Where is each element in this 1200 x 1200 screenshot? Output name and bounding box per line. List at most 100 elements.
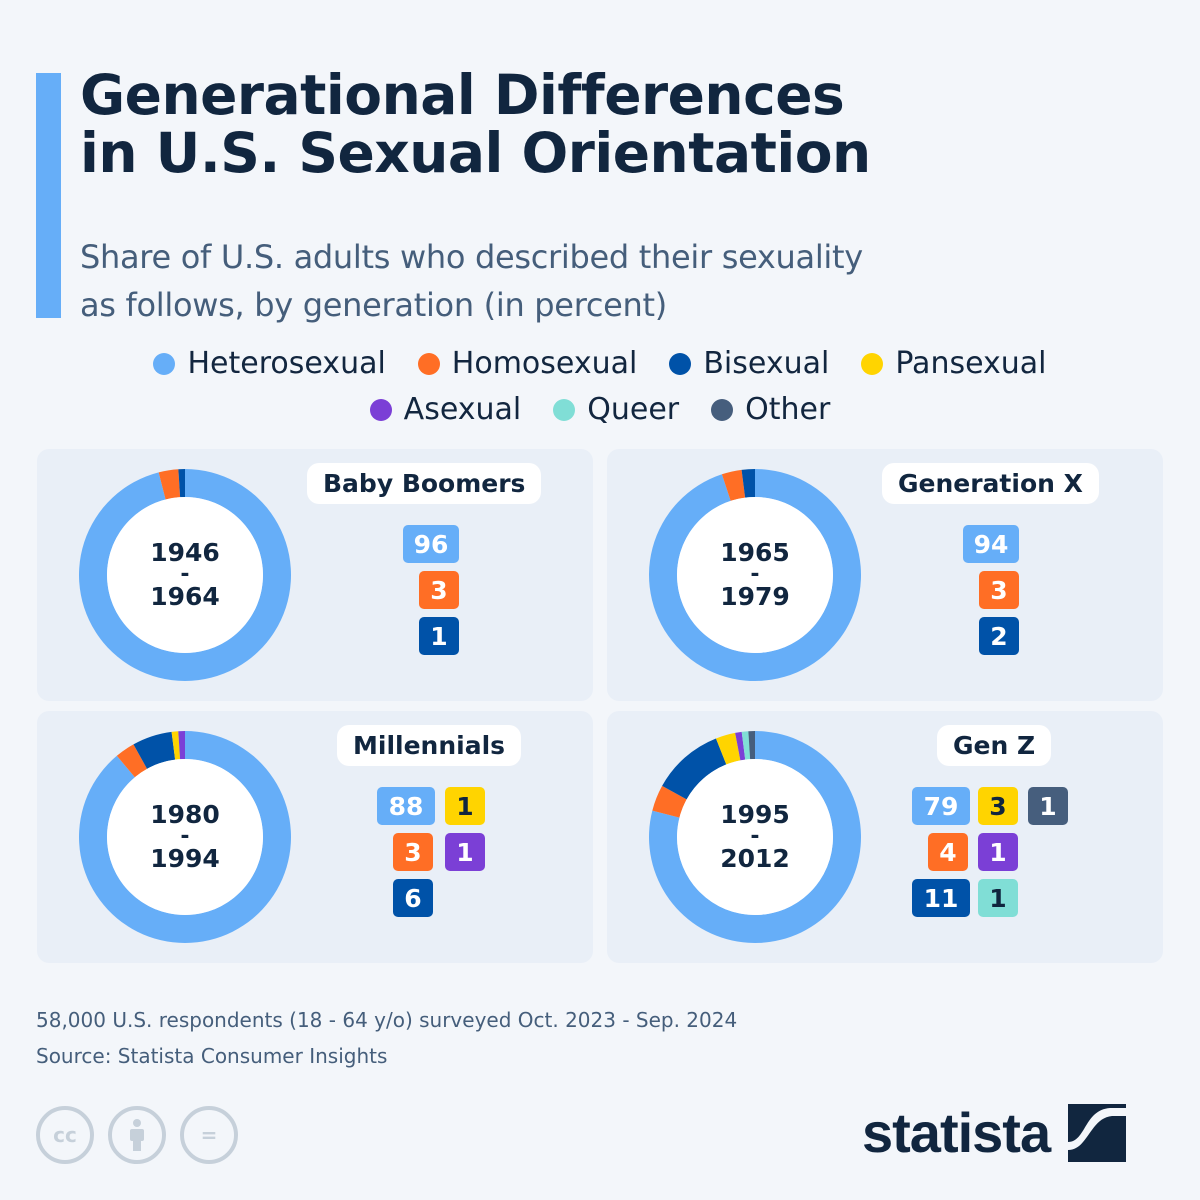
generation-years: 1995-2012 xyxy=(649,731,861,943)
legend-dot-bisexual xyxy=(669,352,692,375)
legend-item-queer: Queer xyxy=(553,392,679,427)
legend-dot-asexual xyxy=(369,398,392,421)
generation-years: 1965-1979 xyxy=(649,469,861,681)
logo-text: statista xyxy=(862,1101,1051,1164)
donut-slice-asexual xyxy=(178,731,185,760)
value-label-homosexual: 3 xyxy=(393,833,433,871)
donut-chart xyxy=(649,469,861,681)
statista-logo-icon xyxy=(1068,1103,1127,1162)
donut-slice-bisexual xyxy=(178,469,185,498)
year-end: 1994 xyxy=(150,844,220,873)
year-dash: - xyxy=(180,562,190,587)
value-label-pansexual: 1 xyxy=(445,787,485,825)
donut-slice-bisexual xyxy=(741,469,755,498)
subtitle-line-2: as follows, by generation (in percent) xyxy=(80,286,667,324)
value-label-bisexual: 11 xyxy=(912,879,970,917)
value-label-homosexual: 4 xyxy=(928,833,968,871)
legend-dot-heterosexual xyxy=(153,352,176,375)
panel-baby-boomers: Baby Boomers 1946-1964 96 3 1 xyxy=(37,449,593,701)
title-line-1: Generational Differences xyxy=(80,63,845,127)
value-label-asexual: 1 xyxy=(978,833,1018,871)
generation-years: 1980-1994 xyxy=(79,731,291,943)
donut-slice-homosexual xyxy=(116,744,148,778)
year-end: 1964 xyxy=(150,582,220,611)
donut-chart xyxy=(79,469,291,681)
equals-icon: = xyxy=(200,1123,218,1147)
survey-note: 58,000 U.S. respondents (18 - 64 y/o) su… xyxy=(36,1008,738,1032)
legend-item-other: Other xyxy=(711,392,830,427)
footer-notes: 58,000 U.S. respondents (18 - 64 y/o) su… xyxy=(36,1002,737,1074)
title-line-2: in U.S. Sexual Orientation xyxy=(80,121,871,185)
legend-dot-other xyxy=(711,398,734,421)
legend-item-homosexual: Homosexual xyxy=(417,346,638,381)
donut-slice-asexual xyxy=(735,731,746,761)
subtitle-line-1: Share of U.S. adults who described their… xyxy=(80,238,863,276)
legend-label: Asexual xyxy=(403,392,522,427)
legend-item-asexual: Asexual xyxy=(369,392,522,427)
cc-icon[interactable]: cc xyxy=(36,1106,94,1164)
donut-hole xyxy=(107,759,263,915)
year-start: 1980 xyxy=(150,800,220,829)
legend-label: Other xyxy=(745,392,831,427)
donut-chart xyxy=(79,731,291,943)
donut-hole xyxy=(107,497,263,653)
value-label-bisexual: 6 xyxy=(393,879,433,917)
generation-years: 1946-1964 xyxy=(79,469,291,681)
statista-logo[interactable]: statista xyxy=(862,1100,1127,1165)
value-label-heterosexual: 96 xyxy=(403,525,459,563)
year-start: 1946 xyxy=(150,538,220,567)
person-icon xyxy=(130,1119,144,1151)
chart-title: Generational Differences in U.S. Sexual … xyxy=(80,66,871,182)
donut-slice-homosexual xyxy=(652,785,687,818)
donut-slice-bisexual xyxy=(662,738,727,800)
legend-item-pansexual: Pansexual xyxy=(861,346,1047,381)
legend-row-2: Asexual Queer Other xyxy=(0,392,1200,427)
source-note: Source: Statista Consumer Insights xyxy=(36,1044,388,1068)
year-dash: - xyxy=(180,824,190,849)
donut-hole xyxy=(677,497,833,653)
cc-icon-label: cc xyxy=(53,1123,77,1147)
value-label-queer: 1 xyxy=(978,879,1018,917)
value-label-heterosexual: 79 xyxy=(912,787,970,825)
panel-millennials: Millennials 1980-1994 88 3 6 1 1 xyxy=(37,711,593,963)
panel-title: Generation X xyxy=(882,463,1099,504)
year-dash: - xyxy=(750,824,760,849)
value-label-asexual: 1 xyxy=(445,833,485,871)
value-label-bisexual: 2 xyxy=(979,617,1019,655)
panel-title: Millennials xyxy=(337,725,522,766)
legend-label: Homosexual xyxy=(451,346,638,381)
attribution-icon[interactable] xyxy=(108,1106,166,1164)
value-label-bisexual: 1 xyxy=(419,617,459,655)
license-icons: cc = xyxy=(36,1106,238,1164)
value-label-other: 1 xyxy=(1028,787,1068,825)
year-start: 1965 xyxy=(720,538,790,567)
donut-slice-other xyxy=(748,731,755,760)
year-end: 1979 xyxy=(720,582,790,611)
value-label-homosexual: 3 xyxy=(979,571,1019,609)
donut-slice-pansexual xyxy=(715,732,741,765)
legend-row-1: Heterosexual Homosexual Bisexual Pansexual xyxy=(0,346,1200,381)
legend-dot-homosexual xyxy=(417,352,440,375)
donut-slice-pansexual xyxy=(171,731,181,760)
year-start: 1995 xyxy=(720,800,790,829)
legend-label: Bisexual xyxy=(703,346,830,381)
year-dash: - xyxy=(750,562,760,587)
legend-item-bisexual: Bisexual xyxy=(669,346,829,381)
donut-chart xyxy=(649,731,861,943)
donut-hole xyxy=(677,759,833,915)
panel-title: Baby Boomers xyxy=(307,463,542,504)
legend-dot-queer xyxy=(553,398,576,421)
value-label-homosexual: 3 xyxy=(419,571,459,609)
legend-label: Heterosexual xyxy=(187,346,386,381)
value-label-pansexual: 3 xyxy=(978,787,1018,825)
value-label-heterosexual: 94 xyxy=(963,525,1019,563)
donut-slice-bisexual xyxy=(133,731,176,769)
legend-dot-pansexual xyxy=(861,352,884,375)
donut-slice-queer xyxy=(741,731,751,760)
chart-subtitle: Share of U.S. adults who described their… xyxy=(80,233,863,329)
title-accent-bar xyxy=(36,73,61,318)
panel-generation-x: Generation X 1965-1979 94 3 2 xyxy=(607,449,1163,701)
panel-title: Gen Z xyxy=(937,725,1052,766)
no-derivatives-icon[interactable]: = xyxy=(180,1106,238,1164)
year-end: 2012 xyxy=(720,844,790,873)
